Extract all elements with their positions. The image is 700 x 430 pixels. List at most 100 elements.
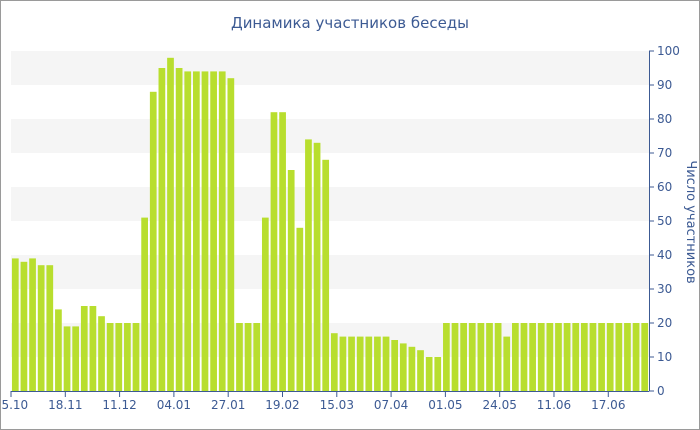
y-tick-label: 70 (657, 146, 672, 160)
grid-band (11, 187, 649, 221)
bar (184, 71, 192, 392)
bar (606, 323, 614, 391)
y-tick-label: 90 (657, 78, 672, 92)
x-tick-labels: 25.10 18.11 11.12 04.01 27.01 19.02 15.03 07.04… (1, 398, 625, 412)
bar (399, 343, 407, 391)
x-tick-label: 04.01 (157, 398, 191, 412)
bar (632, 323, 640, 391)
bar (106, 323, 114, 391)
bar (313, 142, 321, 391)
bar (253, 323, 261, 391)
bar (555, 323, 562, 391)
bar (641, 323, 649, 391)
y-tick-label: 0 (657, 384, 665, 398)
bar (63, 326, 71, 391)
bar (563, 323, 571, 391)
y-axis-title: Число участников (683, 160, 698, 283)
bar (210, 71, 217, 392)
bar (443, 323, 450, 391)
bar (279, 112, 286, 391)
axes-group (10, 50, 654, 397)
bar (305, 139, 312, 391)
bar (322, 159, 330, 391)
x-tick-label: 18.11 (48, 398, 82, 412)
bar (451, 323, 459, 391)
y-tick-label: 80 (657, 112, 672, 126)
y-tick-label: 10 (657, 350, 672, 364)
bar (55, 309, 62, 391)
bar (46, 265, 54, 391)
bar (287, 170, 295, 391)
bar (477, 323, 485, 391)
bar (512, 323, 519, 391)
y-tick-label: 30 (657, 282, 672, 296)
grid-band (11, 51, 649, 85)
bar (408, 346, 416, 391)
bar (20, 261, 28, 391)
bar (244, 323, 252, 391)
bar (124, 323, 131, 391)
bar (503, 336, 511, 391)
bar (89, 306, 97, 391)
bar (356, 336, 364, 391)
bar (374, 336, 381, 391)
bar (236, 323, 243, 391)
grid-band (11, 255, 649, 289)
bar (339, 336, 347, 391)
grid-band (11, 323, 649, 357)
bar (29, 258, 36, 391)
x-tick-label: 15.03 (320, 398, 354, 412)
bar (537, 323, 545, 391)
bar (434, 357, 442, 391)
bar (529, 323, 536, 391)
x-tick-label: 24.05 (483, 398, 517, 412)
bar (615, 323, 623, 391)
bar (167, 57, 174, 392)
bar (330, 333, 338, 391)
bar (425, 357, 433, 391)
bar (193, 71, 200, 392)
bar (460, 323, 467, 391)
bar (391, 340, 399, 391)
x-tick-label: 01.05 (428, 398, 462, 412)
bar (270, 112, 278, 391)
bar (520, 323, 528, 391)
bar (227, 78, 235, 391)
bar (572, 323, 580, 391)
x-tick-label: 17.06 (591, 398, 625, 412)
x-tick-label: 11.06 (537, 398, 571, 412)
bar (132, 323, 140, 391)
bar (72, 326, 80, 391)
x-tick-label: 19.02 (265, 398, 299, 412)
bar (382, 336, 390, 391)
bar (494, 323, 502, 391)
y-tick-label: 50 (657, 214, 672, 228)
bar (11, 258, 19, 391)
bar (175, 68, 183, 391)
x-tick-label: 27.01 (211, 398, 245, 412)
bar (37, 265, 45, 391)
bar (158, 68, 166, 391)
bar (115, 323, 123, 391)
bar (486, 323, 493, 391)
bar (296, 227, 304, 391)
bar (598, 323, 605, 391)
x-tick-label: 25.10 (1, 398, 28, 412)
background-bands (11, 51, 649, 357)
bar (218, 71, 226, 392)
bars-group (11, 57, 649, 392)
bar (201, 71, 209, 392)
bar (141, 217, 148, 391)
bar (80, 306, 88, 391)
bar (589, 323, 597, 391)
y-tick-label: 100 (657, 44, 680, 58)
bar (348, 336, 355, 391)
y-tick-label: 60 (657, 180, 672, 194)
grid-band (11, 119, 649, 153)
y-tick-label: 20 (657, 316, 672, 330)
bar (365, 336, 373, 391)
y-tick-labels: 0 10 20 30 40 50 60 70 80 90 100 (657, 44, 680, 398)
bar (149, 91, 157, 392)
